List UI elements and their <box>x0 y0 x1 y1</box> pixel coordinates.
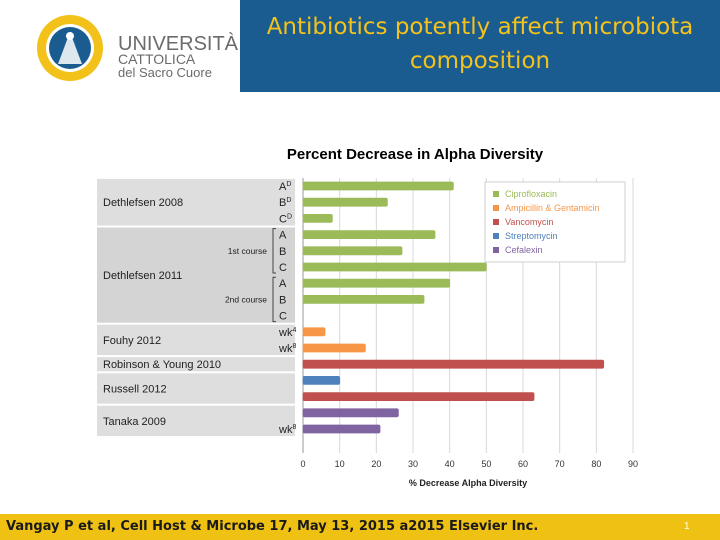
chart-title: Percent Decrease in Alpha Diversity <box>287 146 544 163</box>
bar <box>302 181 454 191</box>
legend-swatch <box>493 233 499 239</box>
row-label: B <box>279 294 286 306</box>
legend-entry: Streptomycin <box>505 231 558 241</box>
row-label: A <box>279 230 287 242</box>
row-label: wk4 <box>278 327 296 339</box>
legend-entry: Ciprofloxacin <box>505 189 557 199</box>
legend-entry: Vancomycin <box>505 217 553 227</box>
study-label: Fouhy 2012 <box>103 335 161 347</box>
study-label: Robinson & Young 2010 <box>103 359 221 371</box>
row-label: CD <box>279 213 292 225</box>
row-label: A <box>279 278 287 290</box>
university-logo: UNIVERSITÀ CATTOLICA del Sacro Cuore <box>37 15 239 81</box>
study-label: Dethlefsen 2011 <box>103 270 182 282</box>
x-axis-label: % Decrease Alpha Diversity <box>409 478 527 488</box>
course-label: 1st course <box>228 246 267 256</box>
bar <box>302 197 388 207</box>
x-tick-label: 30 <box>408 459 418 469</box>
study-label: Dethlefsen 2008 <box>103 197 183 209</box>
course-bracket <box>272 228 276 274</box>
citation: Vangay P et al, Cell Host & Microbe 17, … <box>6 519 539 534</box>
course-label: 2nd course <box>225 294 267 304</box>
x-tick-label: 70 <box>555 459 565 469</box>
bar <box>302 246 403 256</box>
bar <box>302 230 436 239</box>
logo-name-line3: del Sacro Cuore <box>118 65 212 80</box>
x-tick-label: 60 <box>518 459 528 469</box>
bar <box>302 408 399 418</box>
x-tick-label: 20 <box>371 459 381 469</box>
bar <box>302 375 341 385</box>
x-tick-label: 80 <box>591 459 601 469</box>
x-tick-label: 90 <box>628 459 638 469</box>
study-band <box>97 373 295 404</box>
row-label: wk8 <box>278 343 296 355</box>
study-label: Tanaka 2009 <box>103 416 166 428</box>
legend-swatch <box>493 205 499 211</box>
x-tick-label: 50 <box>481 459 491 469</box>
bar <box>302 278 451 288</box>
legend-entry: Cefalexin <box>505 245 543 255</box>
legend-swatch <box>493 219 499 225</box>
x-tick-label: 0 <box>300 459 305 469</box>
footer-band <box>0 514 720 540</box>
bar <box>302 214 333 223</box>
course-bracket <box>272 276 276 323</box>
bar <box>302 262 487 272</box>
title-band: Antibiotics potently affect microbiota c… <box>240 0 720 92</box>
logo-area: UNIVERSITÀ CATTOLICA del Sacro Cuore <box>0 0 240 92</box>
legend-swatch <box>493 191 499 197</box>
row-label: AD <box>279 181 291 193</box>
logo-name-line1: UNIVERSITÀ <box>118 32 239 55</box>
bar <box>302 392 535 402</box>
row-label: C <box>279 311 287 323</box>
x-tick-label: 40 <box>445 459 455 469</box>
bar <box>302 424 381 434</box>
legend-box <box>484 181 626 263</box>
legend-swatch <box>493 247 499 253</box>
study-band <box>97 227 295 323</box>
bar <box>302 327 326 337</box>
footer: Vangay P et al, Cell Host & Microbe 17, … <box>0 512 720 540</box>
study-band <box>97 357 295 372</box>
bar <box>302 294 425 304</box>
slide-title-line1: Antibiotics potently affect microbiota <box>266 14 694 40</box>
university-seal <box>37 15 103 81</box>
study-band <box>97 405 295 437</box>
page-number: 1 <box>684 521 690 532</box>
alpha-diversity-chart: Percent Decrease in Alpha Diversity Dethl… <box>97 146 638 488</box>
study-band <box>97 178 295 226</box>
row-label: B <box>279 246 286 258</box>
bar <box>302 359 605 369</box>
logo-name-line2: CATTOLICA <box>118 51 196 67</box>
study-band <box>97 324 295 356</box>
row-label: BD <box>279 197 291 209</box>
x-tick-label: 10 <box>335 459 345 469</box>
legend-entry: Ampicillin & Gentamicin <box>505 203 600 213</box>
row-label: C <box>279 262 287 274</box>
row-label: wk8 <box>278 424 296 436</box>
slide-title-line2: composition <box>409 48 551 74</box>
bar <box>302 343 366 353</box>
study-label: Russell 2012 <box>103 384 167 396</box>
